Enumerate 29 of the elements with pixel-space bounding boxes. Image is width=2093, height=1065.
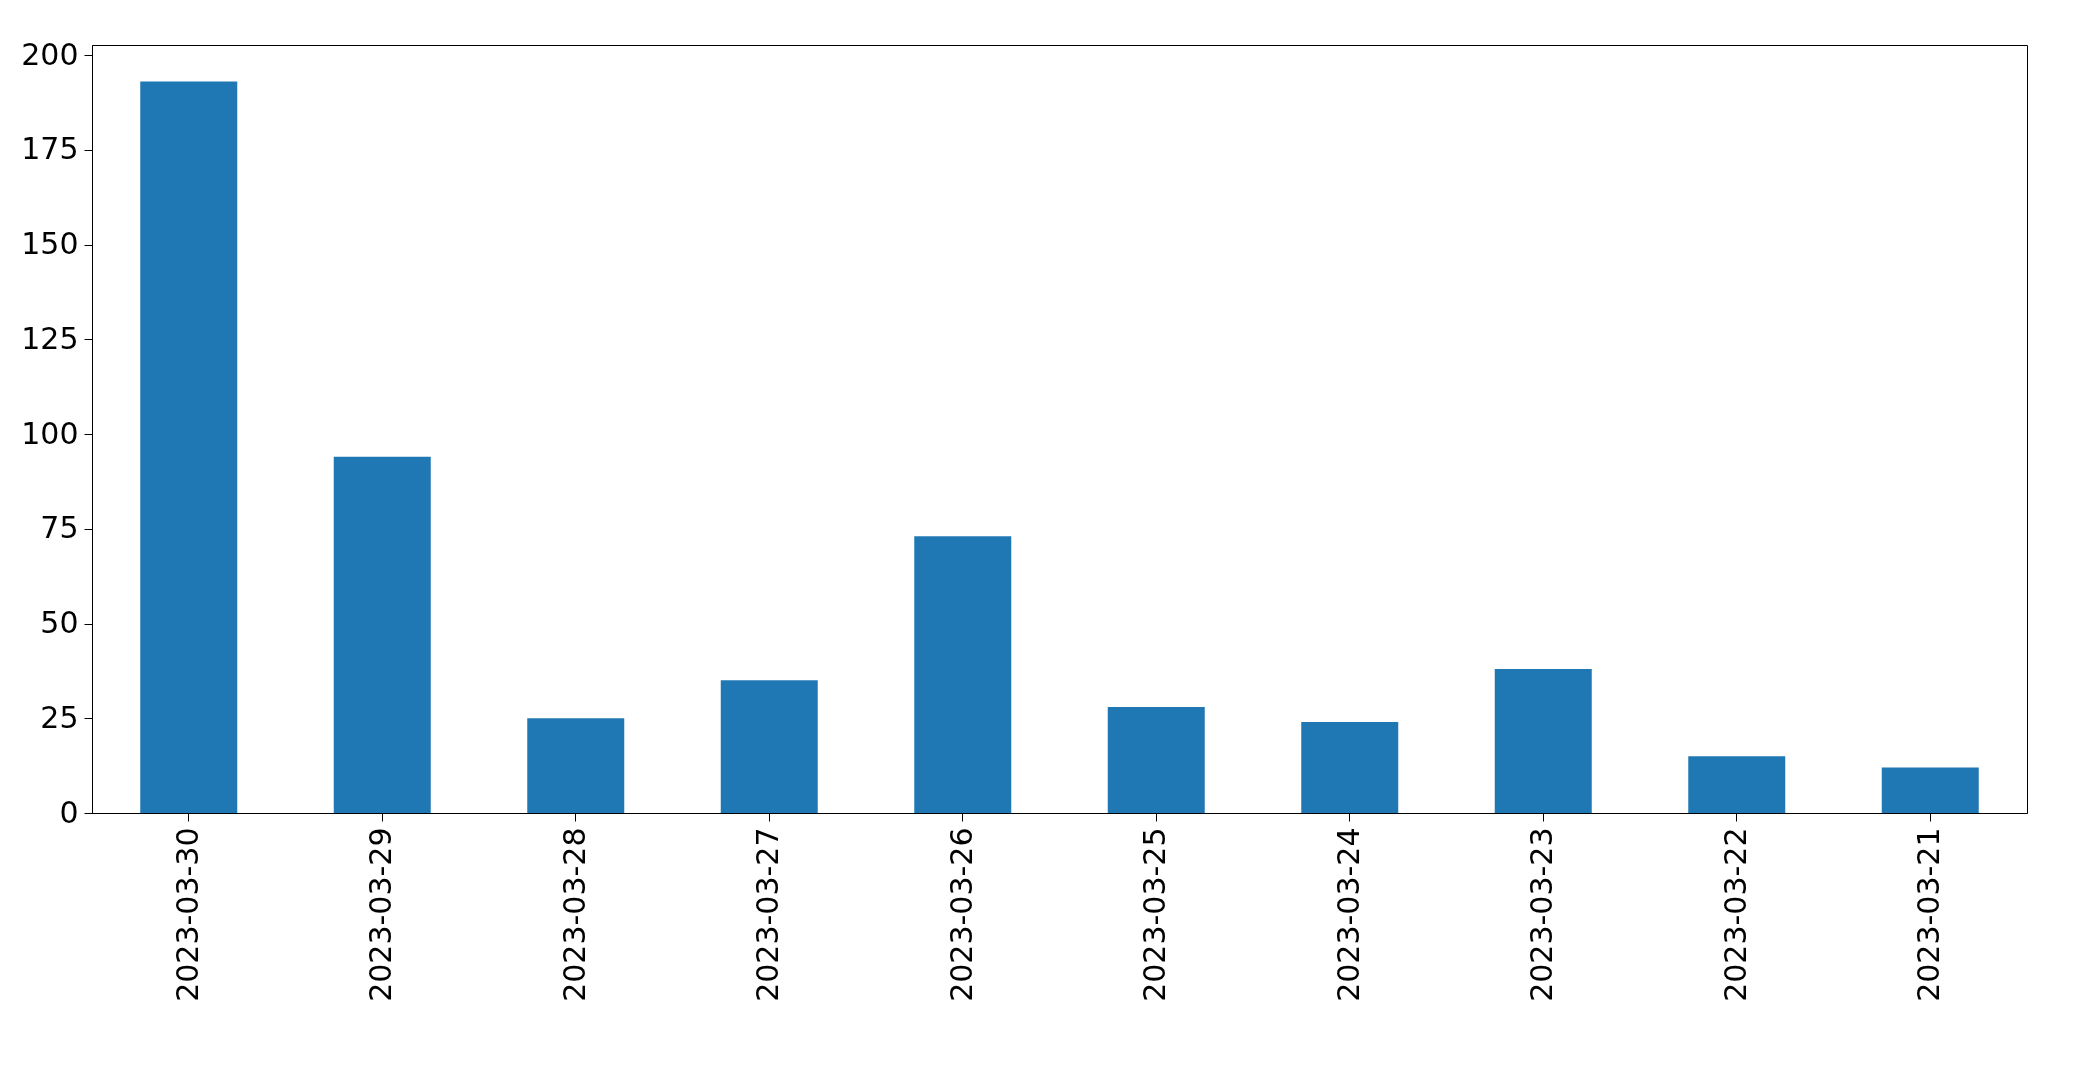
bar	[1301, 722, 1399, 813]
bar	[140, 81, 238, 813]
bar	[720, 680, 818, 813]
x-tick-label: 2023-03-28	[556, 827, 592, 1002]
x-tick-label: 2023-03-30	[169, 827, 205, 1002]
x-tick-label: 2023-03-22	[1717, 827, 1753, 1002]
bar	[333, 456, 431, 813]
x-tick-label: 2023-03-27	[750, 827, 786, 1002]
y-tick-label: 125	[21, 320, 79, 356]
bar	[1688, 756, 1786, 813]
y-tick-label: 25	[40, 699, 79, 735]
bar	[914, 536, 1012, 813]
x-tick-label: 2023-03-23	[1524, 827, 1560, 1002]
y-tick-label: 100	[21, 415, 79, 451]
x-tick-label: 2023-03-24	[1330, 827, 1366, 1002]
y-tick-label: 50	[40, 605, 79, 641]
bar	[1107, 706, 1205, 813]
x-tick-label: 2023-03-21	[1911, 827, 1947, 1002]
bar	[1881, 767, 1979, 813]
bar	[527, 718, 625, 813]
y-tick-label: 175	[21, 131, 79, 167]
x-tick-label: 2023-03-25	[1137, 827, 1173, 1002]
y-tick-label: 200	[21, 36, 79, 72]
y-tick-label: 75	[40, 510, 79, 546]
bar	[1494, 668, 1592, 813]
y-tick-label: 150	[21, 226, 79, 262]
x-tick-label: 2023-03-29	[363, 827, 399, 1002]
y-tick-label: 0	[59, 794, 79, 830]
x-tick-label: 2023-03-26	[943, 827, 979, 1002]
